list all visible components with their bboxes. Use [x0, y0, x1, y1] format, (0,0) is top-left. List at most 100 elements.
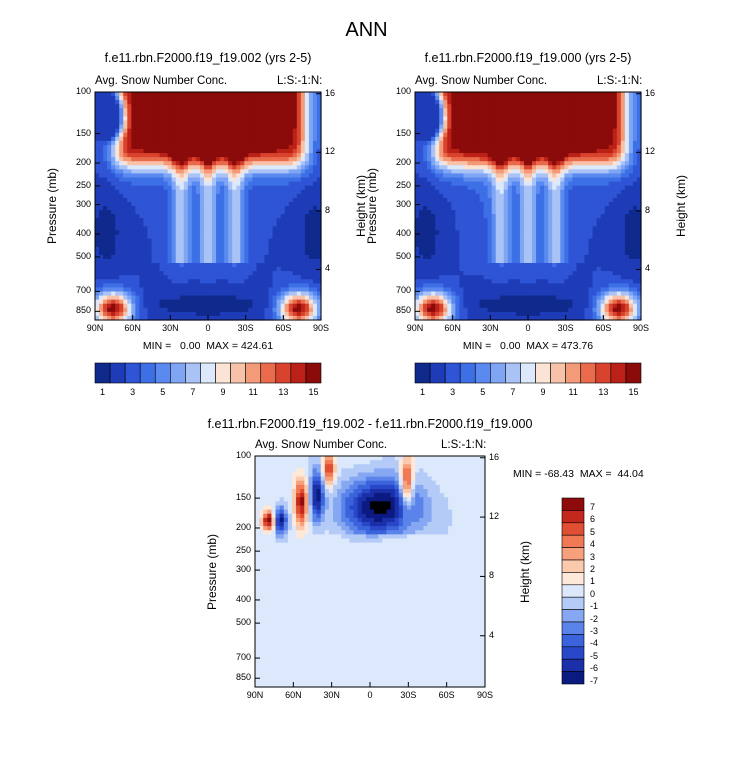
- heatmap-cell: [628, 210, 634, 215]
- heatmap-cell: [139, 161, 145, 166]
- heatmap-cell: [564, 218, 569, 223]
- heatmap-cell: [292, 92, 298, 97]
- heatmap-cell: [528, 214, 533, 219]
- heatmap-cell: [232, 315, 237, 321]
- heatmap-cell: [487, 136, 493, 142]
- heatmap-cell: [224, 116, 229, 122]
- heatmap-cell: [167, 124, 173, 130]
- heatmap-cell: [103, 173, 108, 179]
- heatmap-cell: [103, 254, 108, 260]
- heatmap-cell: [419, 140, 424, 146]
- heatmap-cell: [596, 181, 602, 187]
- heatmap-cell: [264, 185, 270, 191]
- heatmap-cell: [600, 116, 606, 122]
- heatmap-cell: [540, 157, 545, 162]
- heatmap-cell: [423, 128, 428, 134]
- heatmap-cell: [248, 307, 253, 313]
- heatmap-cell: [608, 153, 614, 158]
- heatmap-cell: [556, 140, 561, 146]
- heatmap-cell: [515, 128, 521, 134]
- heatmap-cell: [143, 307, 149, 313]
- heatmap-cell: [163, 112, 169, 118]
- heatmap-cell: [256, 226, 262, 232]
- heatmap-cell: [564, 92, 569, 97]
- heatmap-cell: [308, 279, 314, 284]
- heatmap-cell: [608, 177, 614, 183]
- heatmap-cell: [252, 173, 258, 179]
- heatmap-cell: [195, 157, 201, 162]
- heatmap-cell: [572, 92, 578, 97]
- heatmap-cell: [435, 153, 440, 158]
- heatmap-cell: [175, 177, 181, 183]
- heatmap-cell: [272, 140, 278, 146]
- heatmap-cell: [304, 283, 310, 289]
- heatmap-cell: [191, 169, 197, 175]
- heatmap-cell: [427, 169, 432, 175]
- heatmap-cell: [216, 197, 221, 203]
- heatmap-cell: [487, 104, 493, 109]
- heatmap-cell: [415, 120, 420, 126]
- heatmap-cell: [479, 161, 485, 166]
- heatmap-cell: [228, 230, 233, 236]
- heatmap-cell: [316, 161, 322, 166]
- heatmap-cell: [167, 250, 173, 256]
- heatmap-cell: [147, 201, 153, 207]
- heatmap-cell: [179, 108, 185, 113]
- heatmap-cell: [600, 136, 606, 142]
- heatmap-cell: [171, 193, 177, 199]
- heatmap-cell: [479, 169, 485, 175]
- heatmap-cell: [536, 149, 541, 154]
- heatmap-cell: [195, 275, 201, 280]
- heatmap-cell: [280, 275, 286, 280]
- heatmap-cell: [115, 275, 120, 280]
- heatmap-cell: [260, 246, 266, 252]
- heatmap-cell: [588, 173, 594, 179]
- heatmap-cell: [491, 140, 497, 146]
- heatmap-cell: [419, 157, 424, 162]
- heatmap-cell: [503, 161, 509, 166]
- heatmap-cell: [95, 275, 100, 280]
- heatmap-cell: [260, 92, 266, 97]
- heatmap-cell: [199, 246, 205, 252]
- heatmap-cell: [199, 206, 205, 211]
- heatmap-cell: [443, 165, 448, 170]
- heatmap-cell: [191, 201, 197, 207]
- heatmap-cell: [439, 128, 444, 134]
- heatmap-cell: [628, 144, 634, 150]
- heatmap-cell: [236, 144, 241, 150]
- heatmap-cell: [308, 299, 314, 305]
- heatmap-cell: [171, 124, 177, 130]
- heatmap-cell: [244, 258, 249, 264]
- heatmap-cell: [167, 92, 173, 97]
- heatmap-cell: [183, 230, 189, 236]
- heatmap-cell: [511, 157, 517, 162]
- heatmap-cell: [572, 181, 578, 187]
- heatmap-cell: [256, 140, 262, 146]
- heatmap-cell: [296, 307, 302, 313]
- heatmap-cell: [111, 132, 116, 138]
- heatmap-cell: [151, 263, 157, 268]
- heatmap-cell: [159, 120, 165, 126]
- heatmap-cell: [244, 144, 249, 150]
- heatmap-cell: [584, 165, 590, 170]
- heatmap-cell: [280, 250, 286, 256]
- heatmap-cell: [203, 189, 209, 195]
- heatmap-cell: [548, 92, 553, 97]
- heatmap-cell: [224, 295, 229, 301]
- heatmap-cell: [240, 144, 245, 150]
- heatmap-cell: [216, 299, 221, 305]
- heatmap-cell: [111, 271, 116, 276]
- heatmap-cell: [99, 307, 104, 313]
- heatmap-cell: [208, 96, 213, 101]
- heatmap-cell: [252, 222, 258, 227]
- heatmap-cell: [491, 173, 497, 179]
- heatmap-cell: [155, 242, 161, 248]
- heatmap-cell: [187, 218, 193, 223]
- heatmap-cell: [564, 124, 569, 130]
- heatmap-cell: [308, 112, 314, 118]
- heatmap-cell: [419, 112, 424, 118]
- heatmap-cell: [224, 311, 229, 317]
- heatmap-cell: [528, 120, 533, 126]
- heatmap-cell: [224, 254, 229, 260]
- heatmap-cell: [588, 193, 594, 199]
